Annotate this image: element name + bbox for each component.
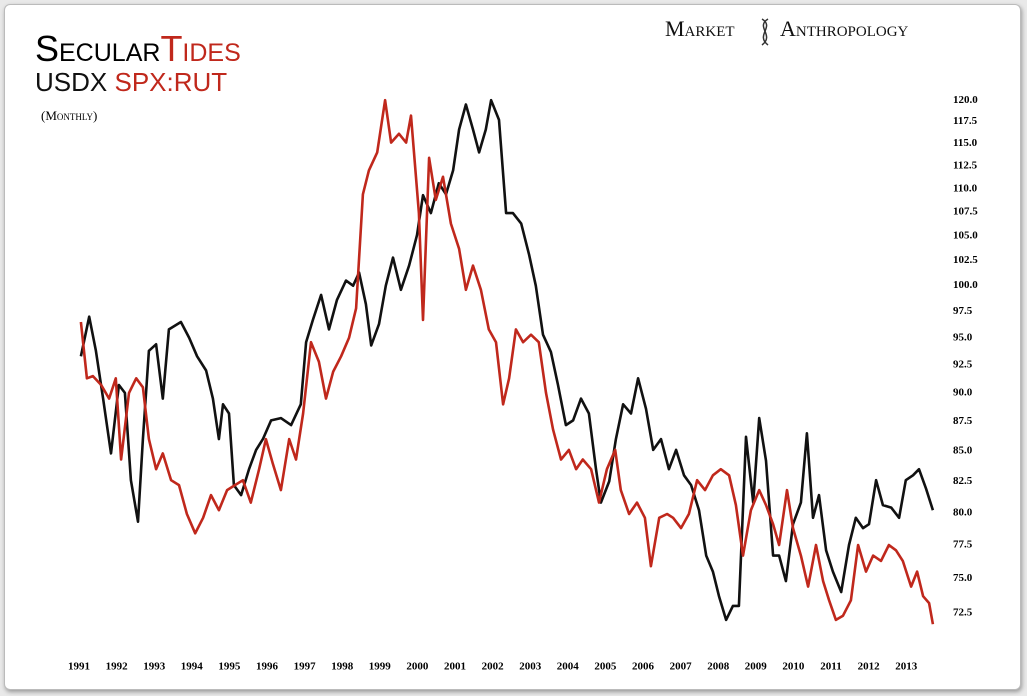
frame: SecularTides USDX SPX:RUT (Monthly) Mark… (4, 4, 1021, 690)
y-tick-label: 105.0 (953, 230, 978, 242)
x-tick-label: 2001 (444, 661, 466, 673)
y-tick-label: 82.5 (953, 475, 973, 487)
legend: USDX SPX:RUT (35, 67, 227, 97)
brand: Market (665, 16, 735, 41)
x-tick-label: 2013 (895, 661, 918, 673)
x-tick-label: 2003 (519, 661, 542, 673)
title-part: Tides (160, 28, 240, 69)
x-tick-label: 2006 (632, 661, 655, 673)
y-tick-label: 77.5 (953, 539, 973, 551)
x-tick-label: 1997 (294, 661, 317, 673)
legend-entry: SPX:RUT (114, 67, 227, 97)
x-tick-label: 1995 (218, 661, 241, 673)
y-tick-label: 107.5 (953, 206, 978, 218)
subtitle: (Monthly) (41, 108, 97, 123)
x-tick-label: 2007 (670, 661, 693, 673)
x-tick-label: 1998 (331, 661, 354, 673)
x-tick-label: 2009 (745, 661, 768, 673)
x-tick-label: 2010 (782, 661, 805, 673)
brand: Anthropology (780, 16, 909, 41)
y-tick-label: 87.5 (953, 415, 973, 427)
x-tick-label: 2011 (820, 661, 841, 673)
x-tick-label: 1996 (256, 661, 279, 673)
legend-entry: USDX (35, 67, 107, 97)
x-tick-label: 2004 (557, 661, 580, 673)
series-line (79, 98, 935, 625)
x-tick-label: 2005 (594, 661, 617, 673)
y-tick-label: 75.0 (953, 572, 973, 584)
x-tick-label: 2008 (707, 661, 730, 673)
chart: SecularTides USDX SPX:RUT (Monthly) Mark… (35, 16, 978, 673)
y-tick-label: 85.0 (953, 445, 973, 457)
y-tick-label: 80.0 (953, 506, 973, 518)
dna-icon (761, 18, 769, 46)
y-tick-label: 112.5 (953, 159, 978, 171)
x-tick-label: 1999 (369, 661, 392, 673)
y-tick-label: 115.0 (953, 137, 978, 149)
x-tick-label: 2012 (858, 661, 881, 673)
x-tick-label: 1991 (68, 661, 90, 673)
chart-title: SecularTides (35, 28, 241, 69)
y-tick-label: 110.0 (953, 182, 978, 194)
y-tick-label: 117.5 (953, 115, 978, 127)
x-tick-label: 2000 (406, 661, 429, 673)
series-line (79, 98, 935, 622)
x-tick-label: 1993 (143, 661, 166, 673)
y-tick-label: 92.5 (953, 359, 973, 371)
x-tick-label: 1992 (106, 661, 129, 673)
y-tick-label: 90.0 (953, 386, 973, 398)
title-part: Secular (35, 28, 160, 69)
y-tick-label: 120.0 (953, 94, 978, 106)
y-tick-label: 102.5 (953, 254, 978, 266)
x-tick-label: 1994 (181, 661, 204, 673)
y-tick-label: 97.5 (953, 305, 973, 317)
y-tick-label: 95.0 (953, 331, 973, 343)
y-tick-label: 72.5 (953, 606, 973, 618)
dna-strand (761, 18, 769, 46)
x-tick-label: 2002 (482, 661, 505, 673)
y-tick-label: 100.0 (953, 279, 978, 291)
